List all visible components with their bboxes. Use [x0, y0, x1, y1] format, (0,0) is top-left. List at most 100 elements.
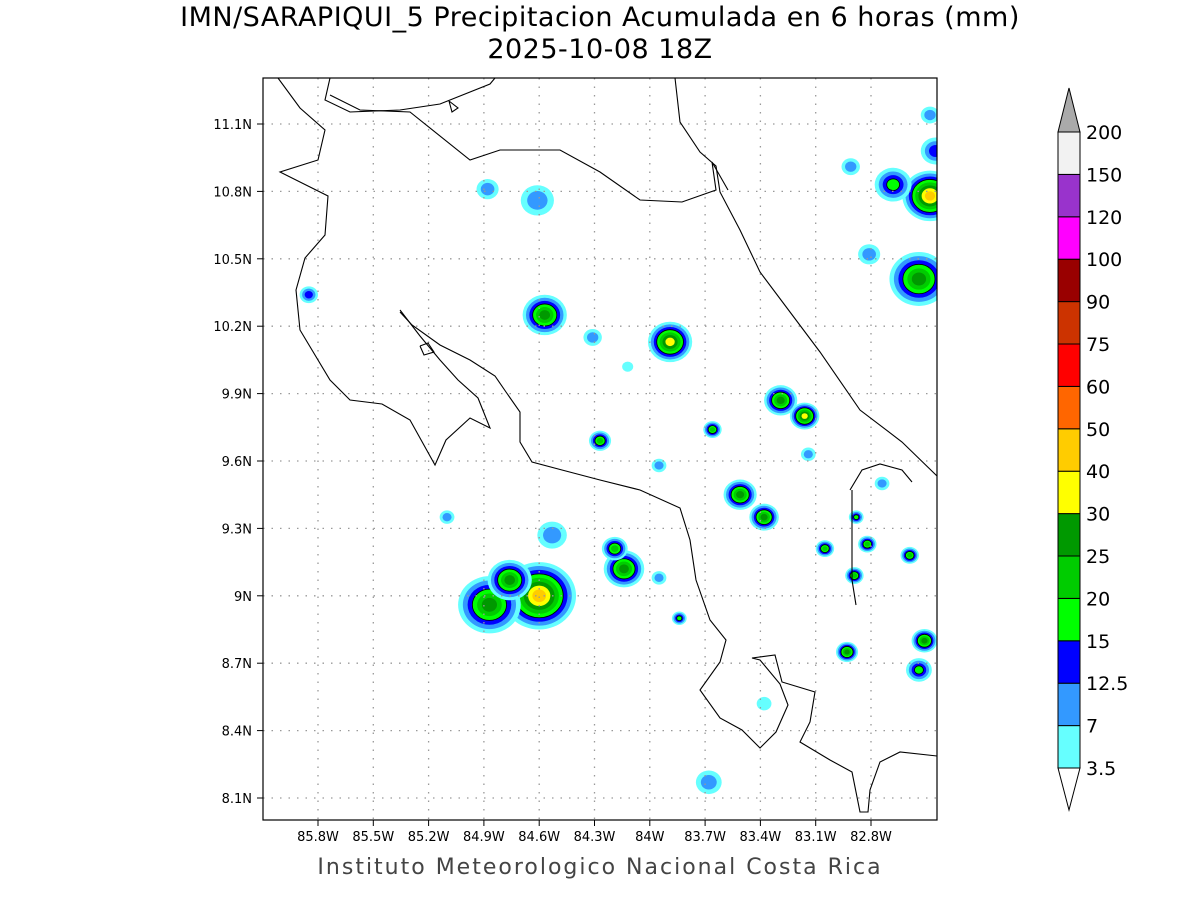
contour-level	[760, 513, 768, 521]
colorbar-label: 200	[1086, 122, 1122, 144]
coastline	[674, 78, 937, 477]
colorbar-swatch	[1057, 555, 1081, 599]
map-subtitle: 2025-10-08 18Z	[487, 34, 713, 65]
colorbar-swatch	[1057, 258, 1081, 303]
precip-cell	[299, 286, 318, 304]
precip-cell	[906, 658, 932, 682]
precip-cell	[858, 244, 881, 265]
coastline	[419, 342, 435, 356]
contour-level	[914, 665, 924, 675]
contour-level	[921, 637, 928, 644]
coastline	[329, 94, 729, 203]
precip-cell	[476, 179, 499, 200]
precip-cell	[487, 559, 532, 601]
colorbar-swatch	[1057, 682, 1081, 727]
precip-cell	[874, 476, 890, 491]
colorbar-swatch	[1057, 597, 1081, 642]
colorbar-swatch	[1057, 470, 1081, 515]
precip-cell	[920, 137, 937, 165]
contour-level	[504, 575, 516, 585]
contour-level	[756, 696, 772, 711]
graticule	[263, 78, 937, 820]
lon-tick-label: 85.5W	[352, 830, 394, 845]
contour-level	[736, 491, 745, 499]
colorbar-label: 25	[1086, 546, 1110, 568]
colorbar-swatch	[1057, 301, 1081, 345]
precip-cell	[651, 458, 667, 473]
lat-tick-label: 11.1N	[213, 118, 252, 133]
precip-cell	[671, 611, 687, 626]
contour-level	[586, 332, 599, 343]
precip-cell	[647, 321, 693, 363]
contour-level	[911, 272, 927, 286]
lat-tick-label: 10.5N	[213, 253, 252, 268]
precip-cell	[588, 430, 612, 451]
contour-level	[654, 461, 664, 470]
colorbar-label: 30	[1086, 504, 1110, 526]
contour-level	[886, 178, 900, 191]
colorbar-label: 100	[1086, 249, 1122, 271]
colorbar-label: 60	[1086, 376, 1110, 398]
lon-tick-label: 83.4W	[739, 830, 781, 845]
colorbar-legend: 3.5 7 12.5 15 20 25 30 40 50 60 75 90 100 120 150 200	[1057, 87, 1128, 812]
contour-level	[676, 615, 683, 622]
colorbar-label: 40	[1086, 461, 1110, 483]
precip-cell	[911, 628, 937, 653]
map-frame	[262, 77, 938, 821]
contour-level	[907, 552, 913, 558]
longitude-axis: 85.8W 85.5W 85.2W 84.9W 84.6W 84.3W 84W 83.7W 83…	[297, 820, 892, 845]
precip-cell	[815, 540, 835, 558]
lon-tick-label: 84.3W	[574, 830, 616, 845]
lat-tick-label: 9.3N	[222, 522, 252, 537]
lon-tick-label: 82.8W	[850, 830, 892, 845]
colorbar-swatch	[1057, 385, 1081, 430]
contour-level	[654, 573, 664, 582]
contour-level	[803, 450, 813, 459]
precipitation-field	[299, 106, 937, 795]
lon-tick-label: 83.7W	[684, 830, 726, 845]
colorbar-swatch	[1057, 428, 1081, 472]
precip-cell	[723, 479, 757, 510]
contour-level	[611, 545, 619, 552]
contour-level	[776, 396, 785, 405]
precip-cell	[601, 536, 628, 561]
colorbar-lower-arrow	[1057, 767, 1081, 812]
lat-tick-label: 8.4N	[222, 725, 252, 740]
contour-level	[709, 427, 716, 432]
precip-cell	[874, 167, 912, 202]
colorbar-label: 15	[1086, 631, 1110, 653]
lat-tick-label: 9N	[234, 590, 252, 605]
contour-level	[801, 413, 808, 419]
colorbar-swatch	[1057, 343, 1081, 387]
coastline	[851, 490, 857, 606]
precip-cell	[583, 329, 602, 346]
coastline	[448, 100, 459, 113]
contour-level	[539, 310, 551, 320]
colorbar-label: 150	[1086, 164, 1122, 186]
contour-level	[480, 182, 495, 196]
precip-cell	[858, 535, 877, 553]
colorbar-label: 90	[1086, 292, 1110, 314]
contour-level	[543, 526, 562, 544]
precip-cell	[756, 696, 772, 711]
precip-cell	[889, 252, 937, 306]
contour-level	[924, 191, 936, 201]
colorbar-label: 50	[1086, 419, 1110, 441]
coastline	[849, 463, 913, 491]
contour-level	[442, 513, 452, 522]
colorbar-label: 75	[1086, 334, 1110, 356]
contour-level	[845, 161, 857, 172]
contour-level	[596, 437, 604, 444]
precip-cell	[845, 567, 864, 585]
lat-tick-label: 8.7N	[222, 657, 252, 672]
contour-level	[532, 589, 547, 603]
precip-cell	[789, 402, 820, 430]
lat-tick-label: 8.1N	[222, 792, 252, 807]
precip-cell	[520, 185, 554, 216]
precip-cell	[703, 421, 722, 438]
contour-level	[700, 775, 717, 790]
contour-level	[924, 109, 936, 121]
precip-cell	[848, 510, 864, 524]
contour-level	[481, 597, 498, 612]
contour-level	[822, 546, 828, 552]
